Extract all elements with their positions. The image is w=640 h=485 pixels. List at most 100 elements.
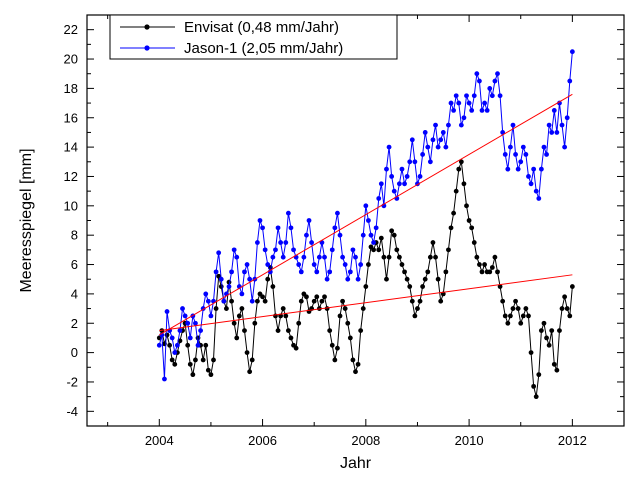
data-point: [533, 188, 539, 194]
data-point: [373, 225, 379, 231]
data-point: [505, 166, 511, 172]
data-point: [425, 144, 431, 150]
data-point: [549, 328, 555, 333]
data-point: [211, 357, 216, 363]
legend-label: Jason-1 (2,05 mm/Jahr): [184, 40, 343, 57]
data-point: [193, 320, 198, 326]
data-point: [311, 298, 317, 304]
trend-line: [159, 274, 573, 332]
data-point: [205, 367, 211, 373]
data-point: [345, 276, 351, 282]
legend-items: Envisat (0,48 mm/Jahr) Jason-1 (2,05 mm/J…: [120, 19, 343, 57]
legend: Envisat (0,48 mm/Jahr) Jason-1 (2,05 mm/J…: [109, 14, 398, 60]
series-layer: [156, 49, 575, 400]
data-point: [495, 71, 500, 77]
y-axis-title: Meeresspiegel [mm]: [18, 148, 35, 292]
data-point: [314, 294, 320, 300]
data-point: [518, 159, 524, 165]
data-point: [386, 254, 392, 260]
data-point: [324, 276, 330, 282]
data-point: [443, 144, 449, 150]
data-point: [306, 218, 312, 223]
data-point: [557, 328, 562, 333]
data-point: [262, 247, 268, 253]
data-point: [342, 262, 348, 267]
data-point: [208, 313, 214, 319]
data-point: [520, 144, 526, 150]
data-point: [569, 284, 575, 289]
data-point: [489, 265, 495, 270]
data-point: [342, 306, 348, 311]
data-point: [355, 361, 361, 367]
data-point: [218, 276, 224, 282]
data-point: [433, 254, 438, 260]
data-point: [249, 357, 255, 363]
data-point: [412, 159, 418, 165]
data-point: [164, 309, 170, 314]
data-point: [404, 276, 410, 282]
data-point: [304, 294, 309, 300]
data-point: [247, 276, 253, 282]
data-point: [546, 342, 552, 348]
x-axis-title: Jahr: [340, 455, 372, 472]
data-point: [304, 232, 309, 238]
data-point: [487, 269, 493, 275]
y-tick-label: 4: [71, 286, 78, 301]
data-point: [469, 108, 475, 113]
data-point: [265, 276, 271, 282]
data-point: [316, 254, 322, 260]
data-point: [156, 342, 162, 348]
data-point: [376, 196, 382, 201]
data-point: [314, 269, 320, 275]
data-point: [247, 369, 253, 375]
data-point: [273, 247, 278, 253]
data-point: [559, 306, 565, 311]
data-point: [298, 298, 304, 304]
data-point: [430, 137, 436, 143]
data-point: [285, 210, 291, 216]
data-point: [544, 335, 549, 341]
data-point: [396, 254, 402, 260]
data-point: [531, 383, 537, 389]
data-point: [510, 306, 516, 311]
data-point: [260, 294, 265, 300]
data-point: [477, 262, 482, 267]
data-point: [484, 108, 490, 113]
data-point: [564, 115, 570, 121]
data-point: [500, 298, 506, 304]
data-point: [164, 332, 170, 338]
trend-layer: [159, 93, 573, 336]
data-point: [296, 320, 302, 326]
data-point: [438, 137, 444, 143]
data-point: [523, 152, 529, 157]
data-point: [508, 144, 513, 150]
data-point: [311, 262, 317, 267]
data-point: [242, 269, 247, 275]
data-point: [262, 298, 268, 304]
trend-line: [159, 93, 573, 336]
data-point: [420, 284, 426, 289]
y-tick-label: -4: [66, 404, 78, 419]
data-point: [526, 313, 531, 319]
data-point: [360, 232, 366, 238]
legend-marker: [144, 45, 150, 51]
data-point: [169, 335, 175, 341]
data-point: [479, 108, 485, 113]
data-point: [389, 174, 395, 179]
data-point: [185, 342, 191, 348]
data-point: [492, 254, 498, 260]
data-point: [363, 203, 369, 209]
data-point: [236, 313, 242, 319]
data-point: [358, 262, 364, 267]
data-point: [345, 320, 351, 326]
data-point: [198, 328, 204, 333]
data-point: [337, 232, 343, 238]
data-point: [280, 254, 286, 260]
data-point: [381, 254, 387, 260]
data-point: [564, 306, 570, 311]
legend-box: [109, 14, 398, 60]
data-point: [376, 247, 382, 253]
data-point: [275, 225, 281, 231]
data-point: [412, 313, 418, 319]
